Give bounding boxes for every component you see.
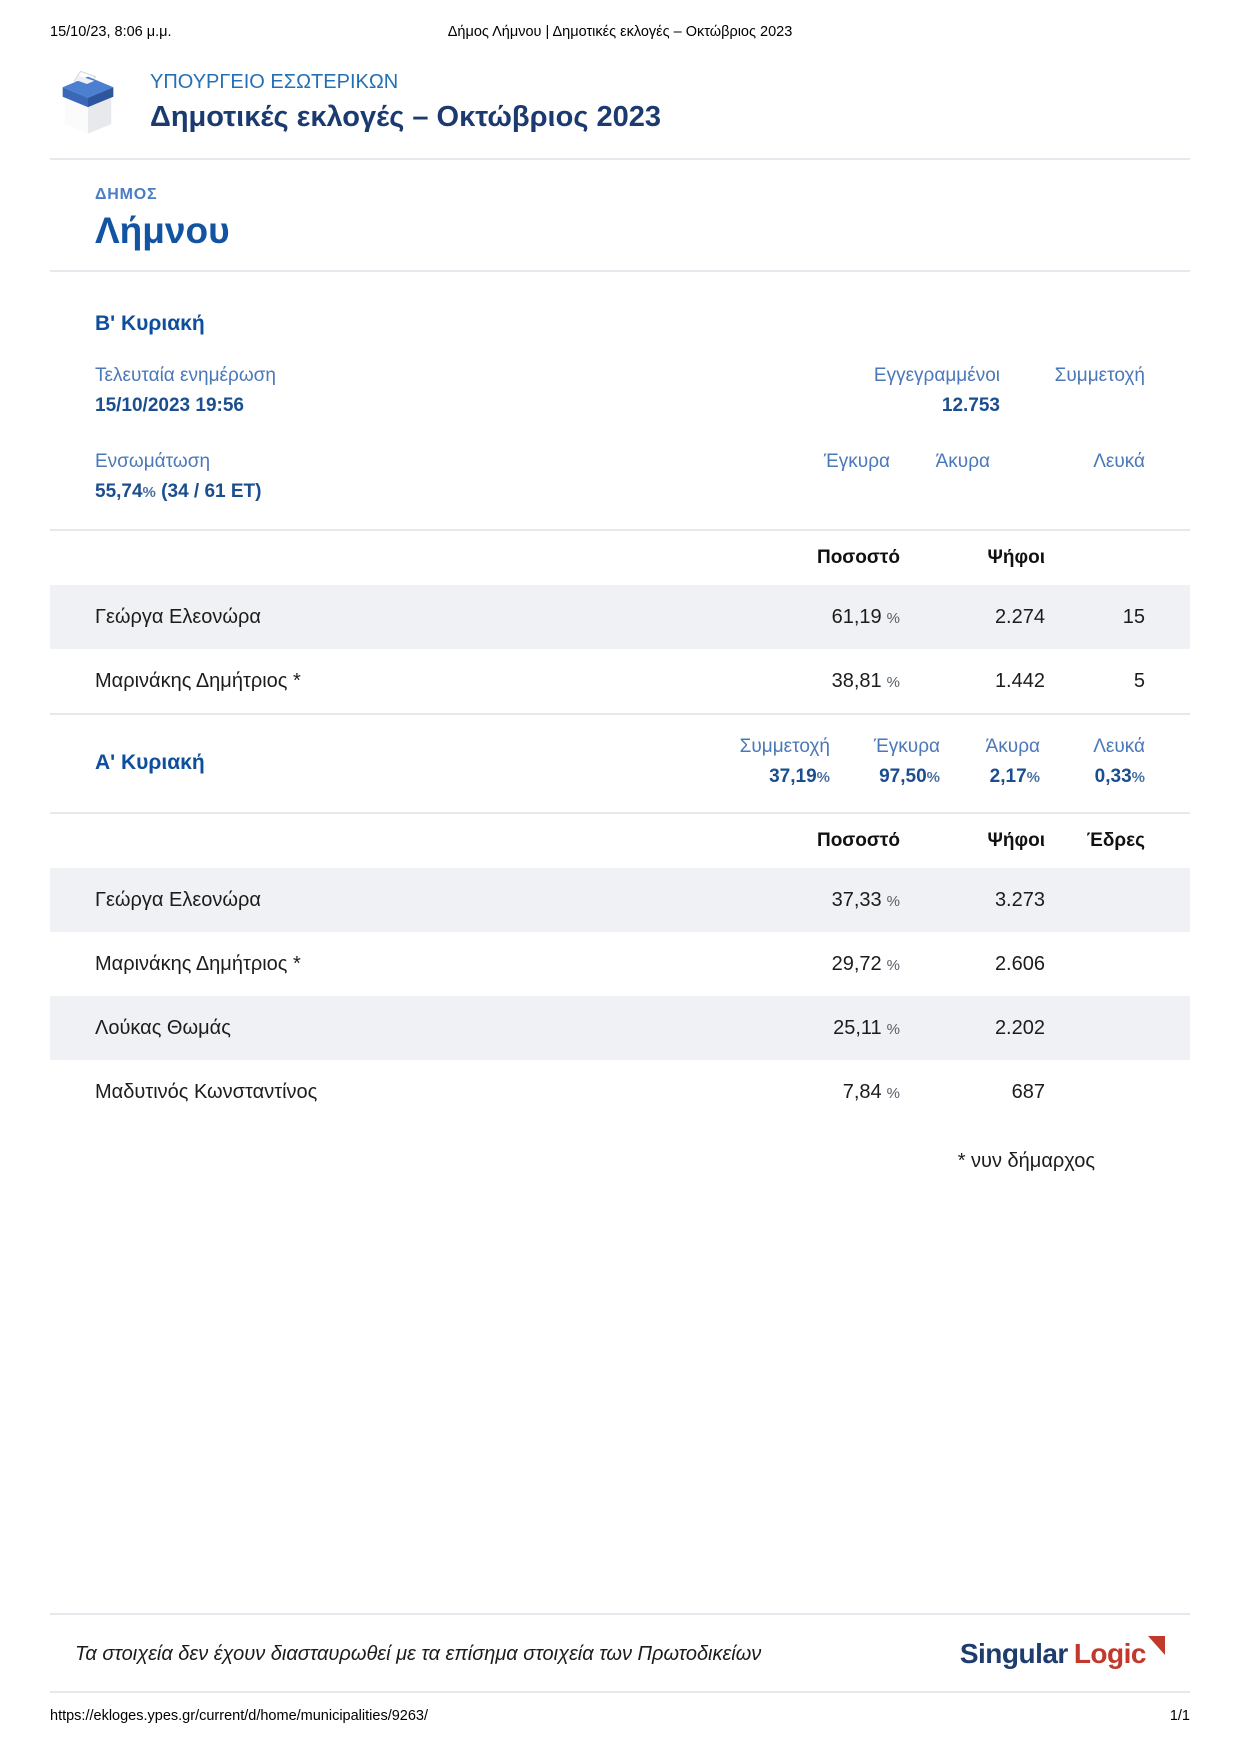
stat-value: 2,17% [989, 766, 1040, 787]
stat-value: 55,74% (34 / 61 ΕΤ) [95, 481, 262, 502]
table-row: Μαδυτινός Κωνσταντίνος 7,84% 687 [50, 1060, 1190, 1124]
stat-invalid: Άκυρα [920, 450, 990, 474]
round-a-header: Α' Κυριακή Συμμετοχή 37,19% Έγκυρα 97,50… [50, 715, 1190, 812]
singularlogic-logo: Singular Logic [959, 1636, 1165, 1670]
stat-label: Τελευταία ενημέρωση [95, 365, 276, 386]
election-title: Δημοτικές εκλογές – Οκτώβριος 2023 [150, 100, 661, 133]
votes-value: 2.274 [994, 605, 1045, 628]
ministry-name: ΥΠΟΥΡΓΕΙΟ ΕΣΩΤΕΡΙΚΩΝ [150, 70, 399, 93]
stat-value: 12.753 [941, 395, 1000, 416]
divider [50, 270, 1190, 272]
stat-label: Εγγεγραμμένοι [873, 365, 1000, 386]
logo-logic-text: Logic [1073, 1638, 1147, 1669]
votes-value: 687 [1011, 1080, 1045, 1103]
section-title-round-b: Β' Κυριακή [95, 312, 205, 335]
logo-flag-icon [1148, 1636, 1165, 1655]
page-number: 1/1 [1169, 1708, 1190, 1724]
brand-header: ΥΠΟΥΡΓΕΙΟ ΕΣΩΤΕΡΙΚΩΝ Δημοτικές εκλογές –… [50, 64, 1190, 140]
percent-value: 61,19% [831, 605, 900, 628]
seats-value: 15 [1122, 605, 1145, 628]
print-header: 15/10/23, 8:06 μ.μ. Δήμος Λήμνου | Δημοτ… [0, 0, 1240, 40]
percent-column-header: Ποσοστό [816, 547, 900, 568]
percent-value: 37,33% [831, 888, 900, 911]
print-footer: https://ekloges.ypes.gr/current/d/home/m… [50, 1708, 1190, 1724]
stat-value: 0,33% [1094, 766, 1145, 787]
seats-value: 5 [1133, 669, 1145, 692]
table-row: Γεώργα Ελεονώρα 37,33% 3.273 [50, 868, 1190, 932]
stat-label: Άκυρα [935, 451, 990, 472]
votes-value: 2.202 [994, 1016, 1045, 1039]
table-row: Μαρινάκης Δημήτριος * 38,81% 1.442 5 [50, 649, 1190, 713]
results-table-round-a: Ποσοστό Ψήφοι Έδρες Γεώργα Ελεονώρα 37,3… [50, 814, 1190, 1124]
brand-text: ΥΠΟΥΡΓΕΙΟ ΕΣΩΤΕΡΙΚΩΝ Δημοτικές εκλογές –… [150, 71, 661, 134]
stat-label: Συμμετοχή [1054, 365, 1145, 386]
seats-column-header: Έδρες [1086, 830, 1145, 851]
percent-value: 29,72% [831, 952, 900, 975]
divider [50, 529, 1190, 531]
stat-label: Ενσωμάτωση [95, 451, 211, 472]
stat-invalid: Άκυρα 2,17% [965, 735, 1040, 790]
section-title-round-a: Α' Κυριακή [95, 750, 205, 774]
round-b-stats-row-2: Ενσωμάτωση 55,74% (34 / 61 ΕΤ) Έγκυρα Άκ… [50, 450, 1190, 505]
candidate-name: Μαρινάκης Δημήτριος * [95, 952, 301, 975]
stat-blank: Λευκά 0,33% [1065, 735, 1145, 790]
table-row: Λούκας Θωμάς 25,11% 2.202 [50, 996, 1190, 1060]
votes-value: 2.606 [994, 952, 1045, 975]
votes-column-header: Ψήφοι [987, 547, 1045, 568]
stat-valid: Έγκυρα 97,50% [855, 735, 940, 790]
stat-value: 15/10/2023 19:56 [95, 395, 244, 416]
votes-value: 3.273 [994, 888, 1045, 911]
stat-participation: Συμμετοχή 37,19% [720, 735, 830, 790]
candidate-name: Λούκας Θωμάς [95, 1016, 231, 1039]
votes-column-header: Ψήφοι [987, 830, 1045, 851]
stat-label: Λευκά [1093, 451, 1145, 472]
stat-label: Έγκυρα [823, 451, 890, 472]
percent-value: 7,84% [842, 1080, 900, 1103]
stat-value: 97,50% [879, 766, 940, 787]
stat-label: Συμμετοχή [739, 736, 830, 757]
stat-registered: Εγγεγραμμένοι 12.753 [850, 364, 1000, 418]
stat-label: Λευκά [1093, 736, 1145, 757]
stat-valid: Έγκυρα [820, 450, 890, 474]
table-row: Γεώργα Ελεονώρα 61,19% 2.274 15 [50, 585, 1190, 649]
candidate-name: Μαδυτινός Κωνσταντίνος [95, 1080, 318, 1103]
percent-value: 25,11% [833, 1016, 900, 1039]
ballot-box-icon [50, 64, 126, 140]
logo-singular-text: Singular [959, 1638, 1069, 1669]
page-footer: Τα στοιχεία δεν έχουν διασταυρωθεί με τα… [50, 1613, 1190, 1693]
page-url: https://ekloges.ypes.gr/current/d/home/m… [50, 1708, 429, 1724]
votes-value: 1.442 [994, 669, 1045, 692]
stat-blank: Λευκά [1020, 450, 1145, 474]
divider [50, 812, 1190, 814]
candidate-name: Μαρινάκης Δημήτριος * [95, 669, 301, 692]
results-table-round-b: Ποσοστό Ψήφοι Γεώργα Ελεονώρα 61,19% 2.2… [50, 531, 1190, 713]
percent-column-header: Ποσοστό [816, 830, 900, 851]
stat-value [1030, 394, 1145, 418]
table-header: Ποσοστό Ψήφοι Έδρες [50, 814, 1190, 868]
footnote: * νυν δήμαρχος [957, 1150, 1095, 1172]
candidate-name: Γεώργα Ελεονώρα [95, 605, 261, 628]
round-b-stats-row-1: Τελευταία ενημέρωση 15/10/2023 19:56 Εγγ… [50, 364, 1190, 418]
candidate-name: Γεώργα Ελεονώρα [95, 888, 261, 911]
divider [50, 158, 1190, 160]
municipality-label: ΔΗΜΟΣ [95, 186, 158, 203]
stat-label: Έγκυρα [873, 736, 940, 757]
stat-last-update: Τελευταία ενημέρωση 15/10/2023 19:56 [95, 364, 276, 418]
stat-label: Άκυρα [985, 736, 1040, 757]
table-row: Μαρινάκης Δημήτριος * 29,72% 2.606 [50, 932, 1190, 996]
municipality-name: Λήμνου [95, 210, 230, 251]
municipality-block: ΔΗΜΟΣ Λήμνου [95, 186, 1190, 252]
print-title: Δήμος Λήμνου | Δημοτικές εκλογές – Οκτώβ… [447, 24, 793, 40]
stat-integration: Ενσωμάτωση 55,74% (34 / 61 ΕΤ) [95, 450, 262, 505]
stat-participation: Συμμετοχή [1030, 364, 1145, 418]
divider [50, 713, 1190, 715]
table-header: Ποσοστό Ψήφοι [50, 531, 1190, 585]
print-datetime: 15/10/23, 8:06 μ.μ. [50, 24, 172, 40]
stat-value: 37,19% [769, 766, 830, 787]
disclaimer-text: Τα στοιχεία δεν έχουν διασταυρωθεί με τα… [75, 1642, 762, 1665]
percent-value: 38,81% [831, 669, 900, 692]
